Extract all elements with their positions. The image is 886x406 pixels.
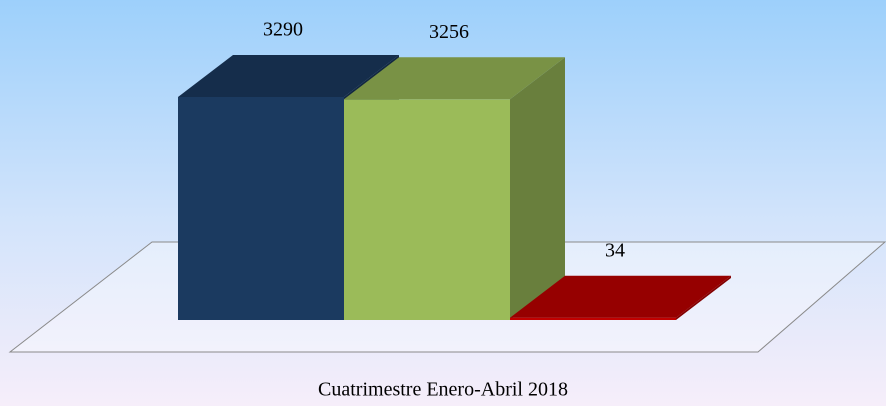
bar-top <box>344 57 565 100</box>
category-label: Cuatrimestre Enero-Abril 2018 <box>318 379 568 401</box>
bar <box>510 317 676 320</box>
data-label: 3290 <box>263 19 303 41</box>
data-label: 3256 <box>429 21 469 43</box>
data-label: 34 <box>605 239 625 261</box>
bar-top <box>178 55 399 97</box>
bar-side <box>676 275 731 320</box>
bar <box>178 97 344 320</box>
bar-side <box>510 57 565 320</box>
bar <box>344 99 510 320</box>
bar-top <box>510 275 731 318</box>
